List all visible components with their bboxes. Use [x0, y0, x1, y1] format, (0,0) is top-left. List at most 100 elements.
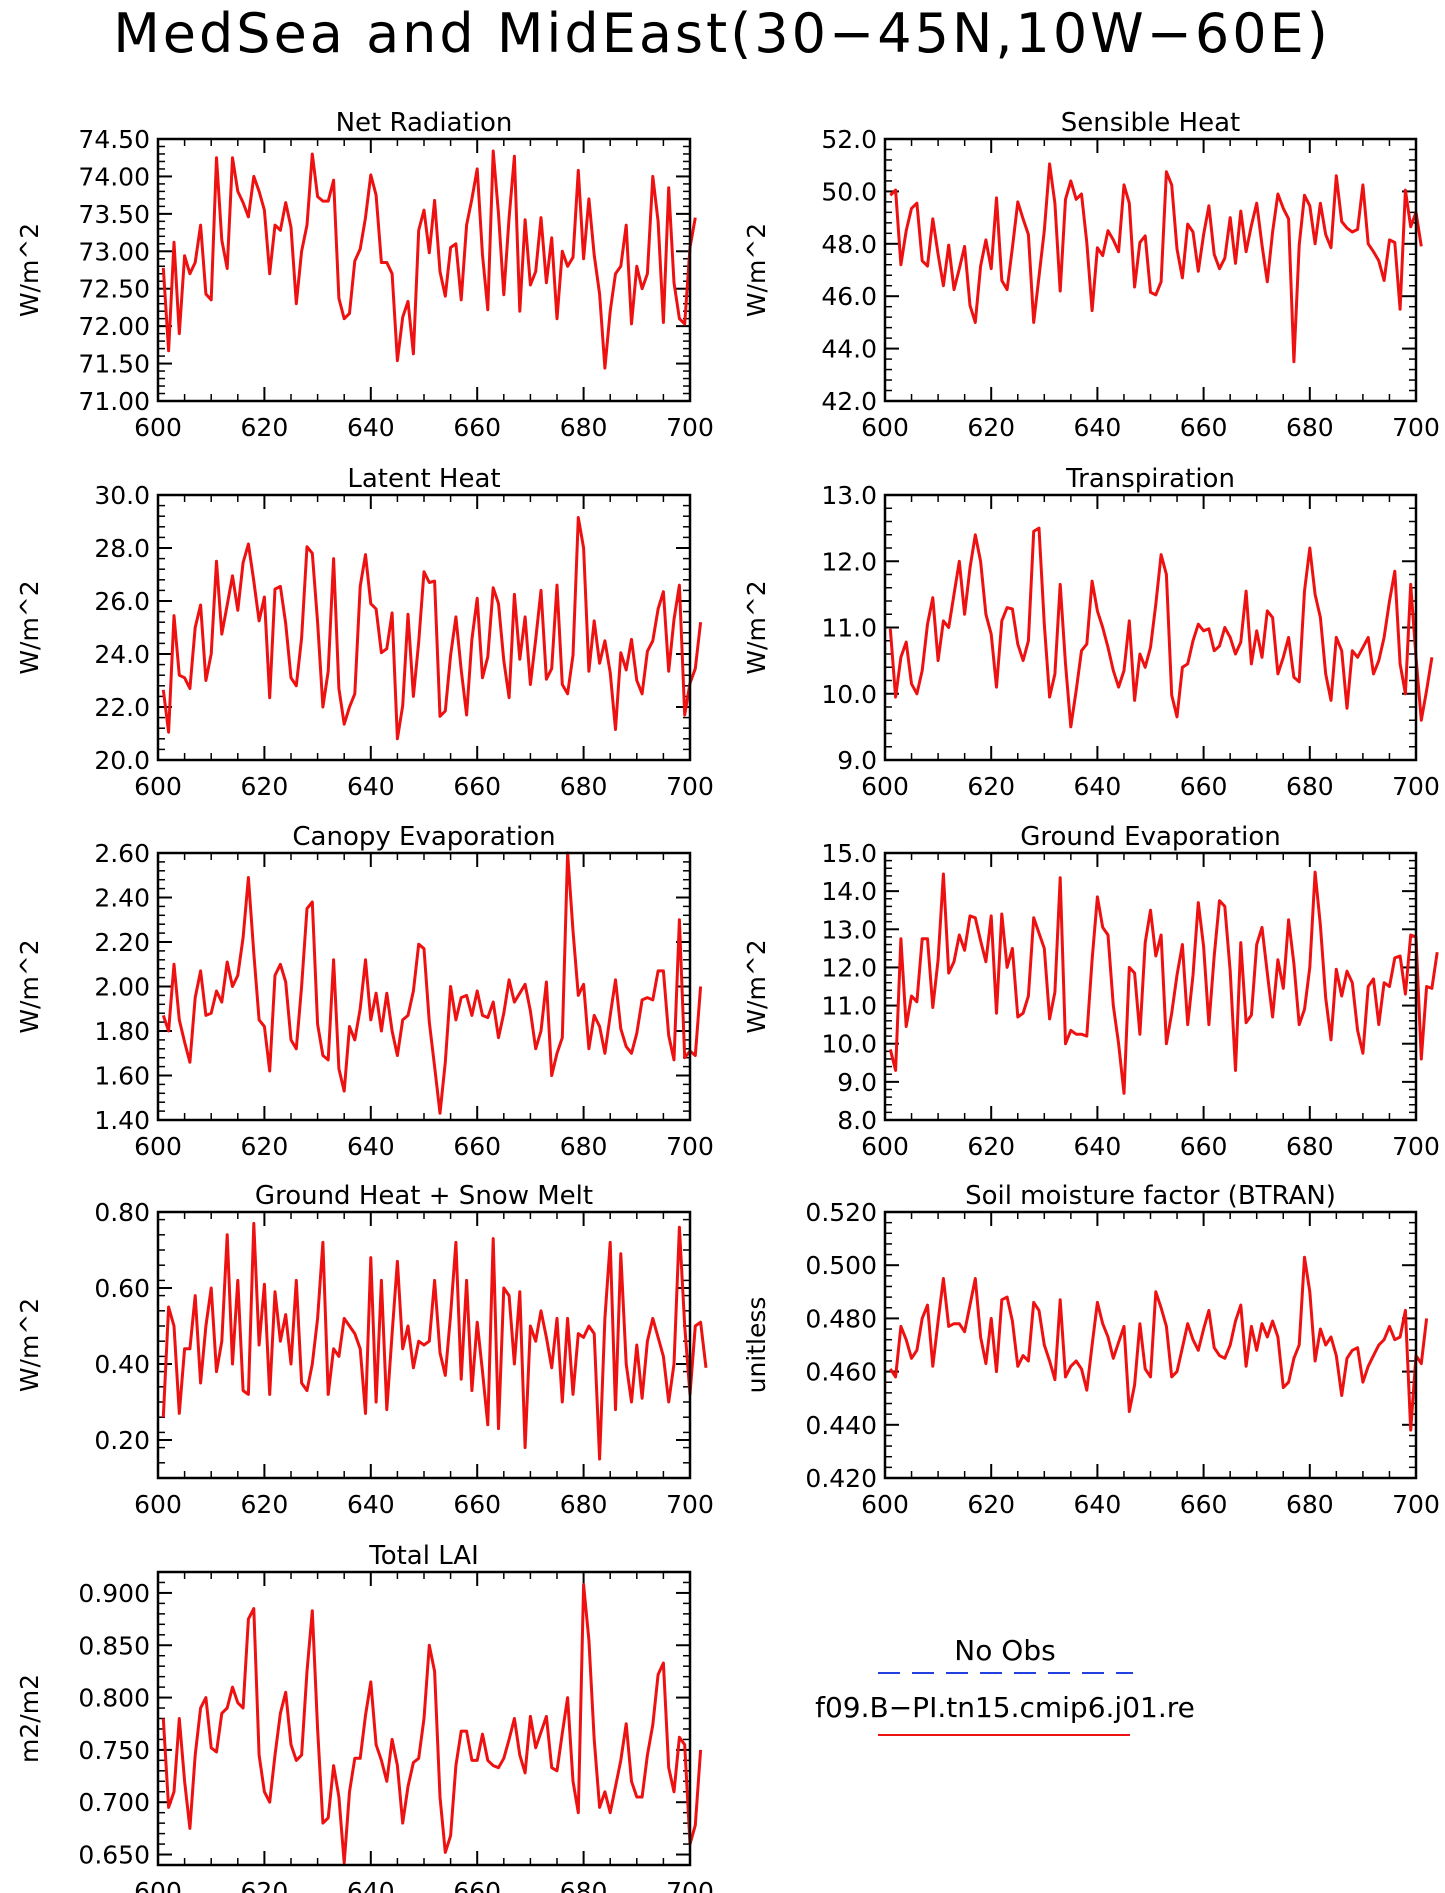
- x-tick-label: 620: [241, 413, 289, 442]
- series-line: [888, 526, 1434, 729]
- legend-label-obs: No Obs: [954, 1634, 1055, 1667]
- y-tick-label: 0.900: [78, 1579, 150, 1608]
- y-tick-label: 1.80: [94, 1017, 150, 1046]
- y-tick-label: 30.0: [94, 481, 150, 510]
- panel-title: Net Radiation: [336, 108, 513, 138]
- panel-9: Total LAI m2/m2 0.650 0.700 0.750 0.800 0.850 0…: [15, 1541, 714, 1893]
- x-tick-label: 600: [861, 413, 909, 442]
- x-tick-label: 620: [967, 1132, 1015, 1161]
- y-axis-label: W/m^2: [15, 1298, 44, 1392]
- y-tick-label: 52.0: [821, 125, 877, 154]
- y-tick-label: 28.0: [94, 534, 150, 563]
- y-tick-label: 1.40: [94, 1106, 150, 1135]
- plot-frame: [883, 137, 1418, 403]
- plot-frame: [156, 493, 692, 762]
- x-tick-label: 680: [560, 1490, 608, 1519]
- y-tick-label: 2.40: [94, 884, 150, 913]
- x-tick-label: 640: [1074, 1490, 1122, 1519]
- y-tick-label: 0.440: [805, 1411, 877, 1440]
- x-tick-label: 640: [1074, 413, 1122, 442]
- x-tick-label: 640: [347, 1490, 395, 1519]
- panel-7: Ground Heat + Snow Melt W/m^2 0.20 0.40 0.60…: [15, 1181, 714, 1519]
- plot-frame: [156, 137, 692, 403]
- y-tick-label: 15.0: [821, 839, 877, 868]
- y-tick-label: 74.00: [78, 162, 150, 191]
- panel-title: Canopy Evaporation: [292, 822, 555, 852]
- x-tick-label: 620: [241, 1132, 289, 1161]
- y-tick-label: 9.0: [837, 1068, 877, 1097]
- x-tick-label: 680: [1286, 1490, 1334, 1519]
- y-tick-label: 0.80: [94, 1198, 150, 1227]
- y-tick-label: 0.650: [78, 1841, 150, 1870]
- x-tick-label: 620: [241, 772, 289, 801]
- y-tick-label: 10.0: [821, 680, 877, 709]
- panel-3: Latent Heat W/m^2 20.0 22.0 24.0 26.0 28.0 30.0…: [15, 464, 714, 801]
- x-tick-label: 660: [1180, 1490, 1228, 1519]
- x-tick-label: 680: [560, 413, 608, 442]
- x-tick-label: 600: [134, 413, 182, 442]
- x-tick-label: 600: [134, 772, 182, 801]
- panel-2: Sensible Heat W/m^2 42.0 44.0 46.0 48.0 50.0 52…: [742, 108, 1440, 442]
- x-tick-label: 600: [861, 772, 909, 801]
- y-tick-label: 73.00: [78, 237, 150, 266]
- x-tick-label: 680: [1286, 413, 1334, 442]
- y-tick-label: 8.0: [837, 1106, 877, 1135]
- y-tick-label: 14.0: [821, 877, 877, 906]
- y-tick-label: 0.460: [805, 1358, 877, 1387]
- y-axis-label: m2/m2: [15, 1674, 44, 1763]
- y-tick-label: 74.50: [78, 125, 150, 154]
- x-tick-label: 600: [861, 1132, 909, 1161]
- x-tick-label: 700: [1392, 413, 1440, 442]
- plot-frame: [883, 493, 1418, 762]
- y-tick-label: 9.0: [837, 746, 877, 775]
- y-axis-label: W/m^2: [742, 939, 771, 1033]
- x-tick-label: 660: [453, 1490, 501, 1519]
- x-tick-label: 700: [666, 772, 714, 801]
- x-tick-label: 680: [560, 772, 608, 801]
- y-tick-label: 0.700: [78, 1788, 150, 1817]
- y-tick-label: 71.50: [78, 350, 150, 379]
- x-tick-label: 620: [241, 1490, 289, 1519]
- x-tick-label: 660: [453, 772, 501, 801]
- y-tick-label: 0.520: [805, 1198, 877, 1227]
- panel-title: Ground Evaporation: [1020, 822, 1280, 852]
- x-tick-label: 620: [241, 1877, 289, 1893]
- panel-title: Soil moisture factor (BTRAN): [965, 1181, 1336, 1211]
- x-tick-label: 660: [453, 1132, 501, 1161]
- series-line: [889, 1255, 1429, 1432]
- y-tick-label: 12.0: [821, 547, 877, 576]
- y-tick-label: 0.750: [78, 1736, 150, 1765]
- x-tick-label: 620: [967, 1490, 1015, 1519]
- x-tick-label: 660: [1180, 413, 1228, 442]
- legend-label-model: f09.B−PI.tn15.cmip6.j01.re: [815, 1691, 1195, 1724]
- x-tick-label: 700: [1392, 1132, 1440, 1161]
- y-tick-label: 13.0: [821, 481, 877, 510]
- series-line: [889, 162, 1423, 364]
- y-tick-label: 0.480: [805, 1304, 877, 1333]
- panel-title: Sensible Heat: [1061, 108, 1240, 138]
- x-tick-label: 680: [1286, 1132, 1334, 1161]
- x-tick-label: 640: [1074, 772, 1122, 801]
- x-tick-label: 660: [1180, 1132, 1228, 1161]
- figure-title: MedSea and MidEast(30−45N,10W−60E): [113, 2, 1331, 65]
- series-line: [161, 516, 703, 741]
- y-tick-label: 42.0: [821, 387, 877, 416]
- series-line: [161, 851, 703, 1115]
- plot-frame: [156, 1210, 692, 1480]
- y-tick-label: 1.60: [94, 1062, 150, 1091]
- x-tick-label: 600: [134, 1132, 182, 1161]
- x-tick-label: 680: [1286, 772, 1334, 801]
- y-tick-label: 72.50: [78, 275, 150, 304]
- plot-frame: [883, 851, 1418, 1122]
- y-axis-label: unitless: [742, 1297, 771, 1394]
- y-axis-label: W/m^2: [742, 223, 771, 317]
- series-line: [161, 149, 697, 370]
- panel-title: Total LAI: [368, 1541, 479, 1571]
- y-tick-label: 13.0: [821, 915, 877, 944]
- y-tick-label: 24.0: [94, 640, 150, 669]
- y-tick-label: 26.0: [94, 587, 150, 616]
- panel-5: Canopy Evaporation W/m^2 1.40 1.60 1.80 2.00 2…: [15, 822, 714, 1161]
- x-tick-label: 600: [134, 1490, 182, 1519]
- y-tick-label: 50.0: [821, 177, 877, 206]
